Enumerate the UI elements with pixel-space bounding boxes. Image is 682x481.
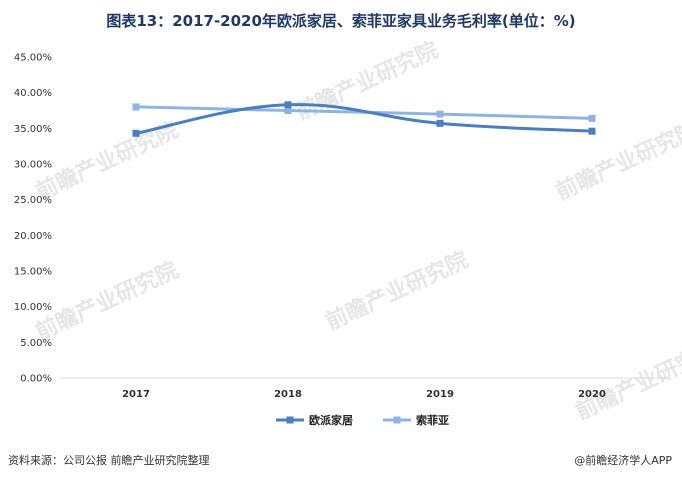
watermark-text: 前瞻产业研究院 <box>572 337 682 426</box>
y-tick-label: 15.00% <box>14 267 52 278</box>
legend-item-2: 索菲亚 <box>383 413 449 427</box>
y-tick-label: 45.00% <box>14 53 52 64</box>
data-point <box>588 127 596 135</box>
x-tick-label: 2020 <box>578 389 606 400</box>
legend-label: 欧派家居 <box>309 413 353 427</box>
series-line <box>134 103 594 135</box>
y-tick-label: 10.00% <box>14 302 52 313</box>
y-tick-label: 5.00% <box>20 338 52 349</box>
x-tick-label: 2019 <box>426 389 454 400</box>
brand-label: @前瞻经济学人APP <box>574 454 672 467</box>
legend-marker <box>393 416 401 424</box>
legend: 欧派家居 索菲亚 <box>276 413 449 427</box>
series-1 <box>132 101 596 137</box>
series-layer <box>132 101 596 137</box>
y-tick-label: 40.00% <box>14 88 52 99</box>
data-point <box>436 110 444 118</box>
chart-title: 图表13：2017-2020年欧派家居、索菲亚家具业务毛利率(单位：%) <box>106 12 576 30</box>
y-tick-label: 20.00% <box>14 231 52 242</box>
data-point <box>436 119 444 127</box>
legend-marker <box>286 416 294 424</box>
data-point <box>284 107 292 114</box>
legend-item-1: 欧派家居 <box>276 413 353 427</box>
watermark-text: 前瞻产业研究院 <box>322 247 473 336</box>
y-tick-label: 0.00% <box>20 374 52 385</box>
data-point <box>132 103 140 111</box>
y-tick-label: 35.00% <box>14 124 52 135</box>
axes: 0.00% 5.00% 10.00% 15.00% 20.00% 25.00% 30.00%… <box>14 53 668 400</box>
x-tick-label: 2018 <box>274 389 302 400</box>
data-point <box>284 101 292 109</box>
data-point <box>588 114 596 122</box>
y-tick-label: 30.00% <box>14 160 52 171</box>
source-note: 资料来源：公司公报 前瞻产业研究院整理 <box>8 454 210 467</box>
y-tick-label: 25.00% <box>14 195 52 206</box>
watermark-text: 前瞻产业研究院 <box>32 117 183 206</box>
data-point <box>132 129 140 137</box>
legend-label: 索菲亚 <box>416 413 449 427</box>
watermark-text: 前瞻产业研究院 <box>32 257 183 346</box>
x-tick-label: 2017 <box>122 389 150 400</box>
